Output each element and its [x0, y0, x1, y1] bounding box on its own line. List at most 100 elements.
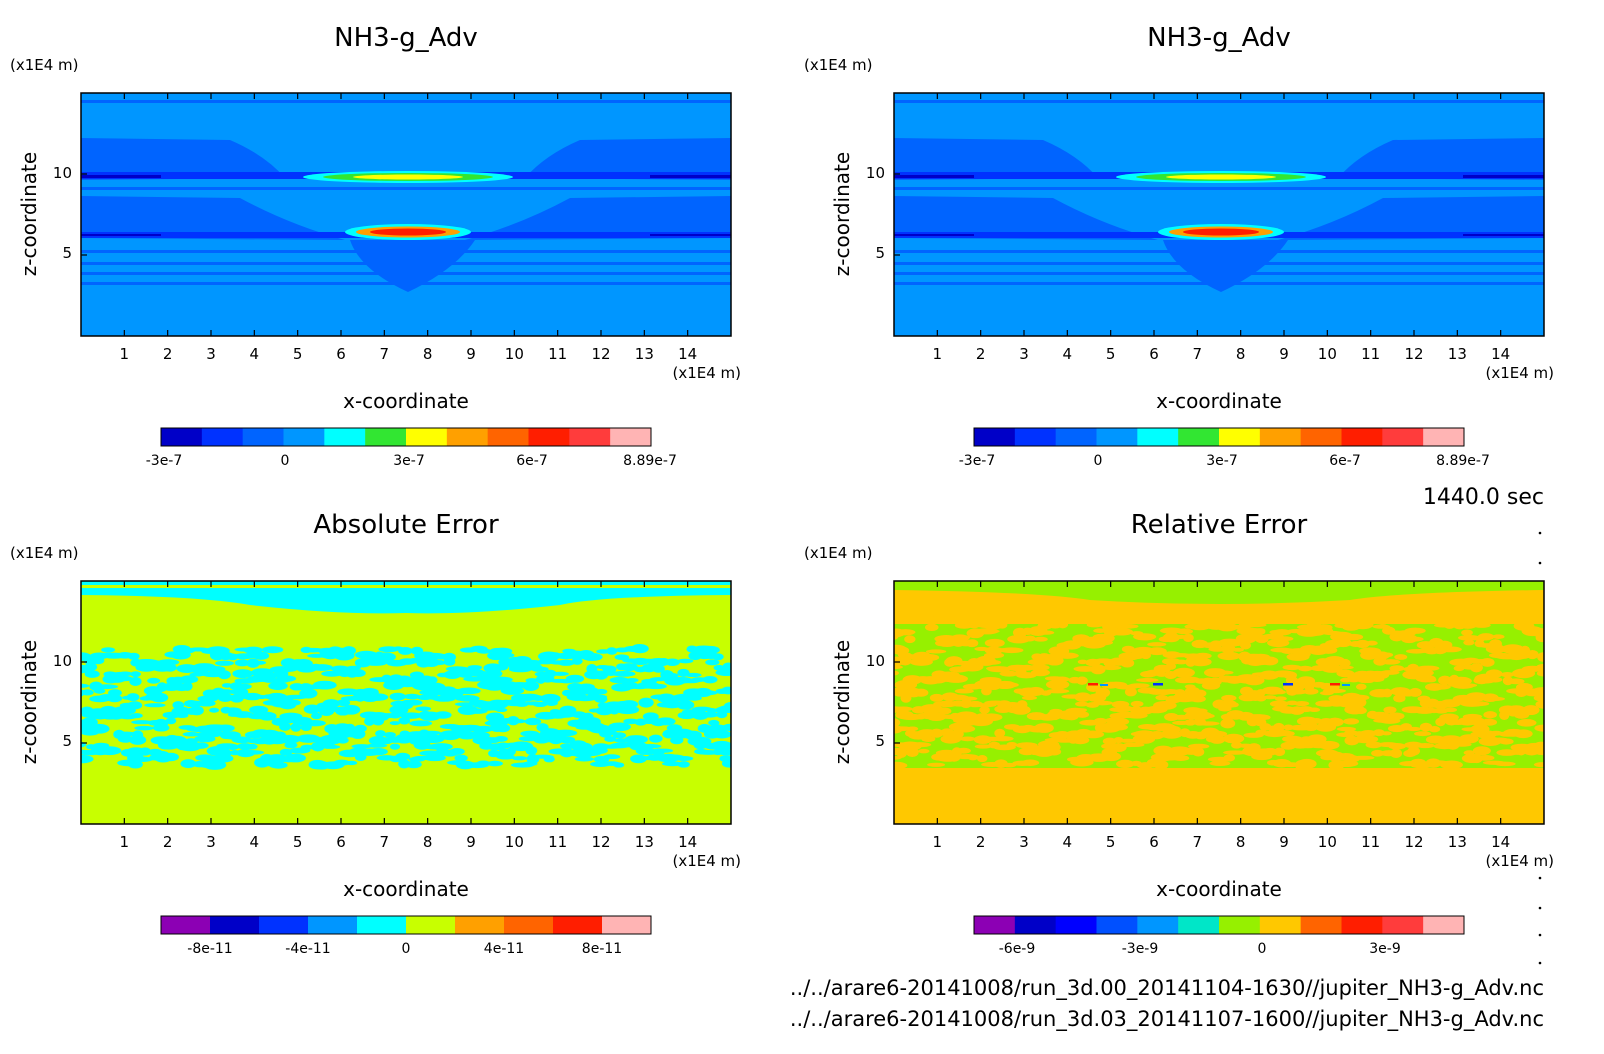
field-blob	[1536, 670, 1544, 677]
field-blob	[243, 646, 263, 654]
field-blob	[557, 659, 575, 666]
field-blob	[619, 663, 638, 672]
field-blob	[114, 731, 138, 737]
field-blob	[1153, 760, 1169, 770]
x-tick-label: 8	[423, 833, 433, 851]
field-blob	[1351, 620, 1374, 630]
field-blob	[1438, 675, 1452, 686]
field-blob	[372, 717, 385, 726]
x-tick-label: 1	[933, 833, 943, 851]
field-blob	[1335, 638, 1352, 648]
field-blob	[1274, 690, 1286, 695]
field-blob	[1093, 717, 1108, 724]
field-blob	[389, 705, 409, 715]
y-tick-label: 10	[866, 164, 885, 182]
x-tick-label: 9	[1279, 345, 1289, 363]
field-blob	[1006, 682, 1019, 688]
field-blob	[131, 720, 153, 725]
field-blob	[486, 760, 503, 767]
field-blob	[894, 664, 903, 670]
field-blob	[645, 683, 667, 690]
field-blob	[1296, 758, 1317, 769]
x-ticks: 1 2 3 4 5 6 7 8 9 10 11 12 13 14	[894, 93, 1510, 363]
x-tick-label: 11	[1361, 833, 1380, 851]
field-blob	[1379, 717, 1401, 724]
field-blob	[366, 743, 388, 748]
field-blob	[1480, 657, 1495, 667]
field-blob	[1124, 687, 1137, 697]
field-blob	[345, 760, 358, 766]
field-blob	[548, 735, 563, 745]
field-blob	[649, 677, 668, 682]
field-blob	[929, 693, 944, 702]
field-blob	[900, 693, 912, 703]
colorbar-swatch	[569, 428, 611, 446]
field-blob	[1269, 700, 1289, 708]
colorbar-swatch	[1423, 428, 1465, 446]
field-blob	[944, 674, 968, 683]
x-tick-label: 10	[1318, 345, 1337, 363]
field-blob	[1526, 649, 1539, 660]
field-blob	[434, 711, 452, 719]
x-unit-label: (x1E4 m)	[1485, 364, 1554, 382]
field-blob	[515, 702, 529, 707]
field-blob	[203, 760, 227, 770]
field-blob	[1111, 700, 1130, 708]
field-blob	[1344, 633, 1364, 641]
colorbar-swatch	[504, 916, 554, 934]
field-blob	[84, 662, 98, 672]
field-blob	[1425, 677, 1437, 683]
colorbar-tick-label: 0	[402, 941, 411, 957]
colorbar-swatch	[406, 428, 448, 446]
field-blob	[898, 656, 912, 666]
field-blob	[237, 683, 252, 690]
x-tick-label: 8	[1236, 345, 1246, 363]
colorbar-frame	[973, 915, 1465, 935]
field-blob	[1315, 722, 1337, 732]
field-blob	[1492, 634, 1505, 639]
panel-absolute-error: Absolute Error (x1E4 m) 1 2 3 4 5 6 7 8 9 10 11 12 1…	[10, 510, 741, 957]
x-tick-label: 13	[1448, 833, 1467, 851]
x-tick-label: 6	[1149, 833, 1159, 851]
field-blob	[1116, 759, 1135, 769]
field-blob	[924, 623, 939, 632]
field-blob	[194, 735, 216, 743]
field-blob	[929, 728, 944, 738]
field-blob	[708, 719, 720, 726]
field-blob	[1076, 676, 1088, 685]
field-blob	[701, 711, 719, 718]
field-blob	[511, 756, 528, 761]
field-blob	[1223, 754, 1235, 762]
field-blob	[595, 706, 614, 716]
field-blob	[670, 736, 684, 745]
field-blob	[1516, 718, 1537, 727]
x-tick-label: 7	[1193, 833, 1203, 851]
field-blob	[1440, 760, 1463, 770]
field-blob	[1477, 633, 1495, 641]
colorbar-tick-label: 0	[1094, 453, 1103, 469]
field-blob	[495, 707, 508, 713]
colorbar-swatch	[1423, 916, 1465, 934]
field-blob	[1078, 616, 1091, 624]
colorbar-swatch	[553, 916, 603, 934]
y-unit-label: (x1E4 m)	[10, 544, 79, 562]
field-blob	[311, 664, 333, 671]
field-blob	[1535, 633, 1544, 643]
heatmap-field	[894, 581, 1544, 824]
field-blob	[279, 722, 291, 731]
field-blob	[496, 652, 515, 659]
field-blob	[1406, 726, 1422, 732]
field-blob	[693, 740, 708, 750]
heatmap-field	[894, 93, 1544, 336]
field-blob	[1010, 705, 1031, 715]
x-tick-label: 14	[678, 833, 697, 851]
field-blob	[906, 726, 919, 731]
colorbar-swatch	[1259, 916, 1302, 934]
colorbar-swatch	[1096, 916, 1138, 934]
field-blob	[1470, 662, 1483, 673]
x-tick-label: 14	[1491, 833, 1510, 851]
field-blob	[1021, 759, 1040, 767]
field-blob	[1394, 654, 1408, 660]
field-blob	[1120, 658, 1135, 668]
